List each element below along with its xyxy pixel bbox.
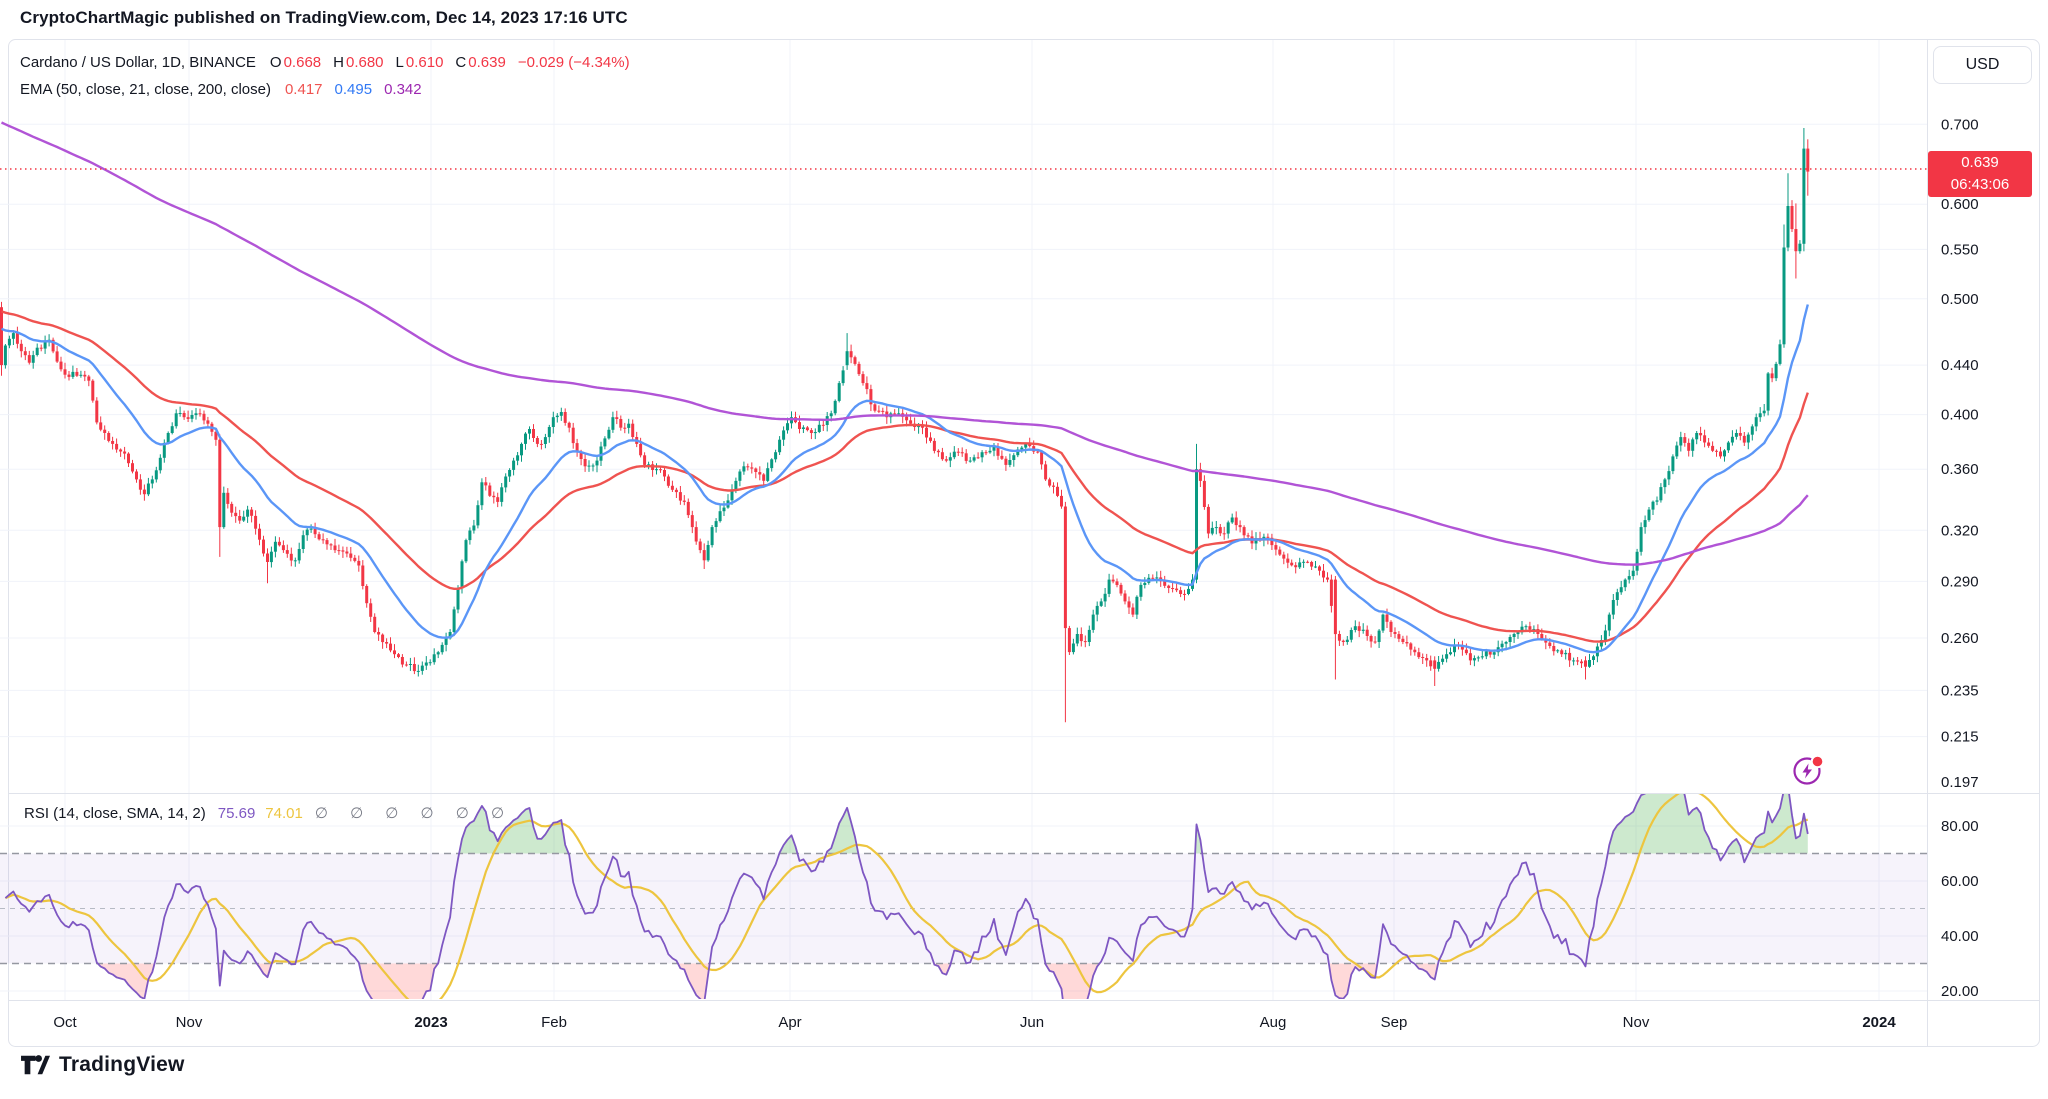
- last-price-badge[interactable]: 0.639 06:43:06: [1928, 151, 2032, 197]
- svg-text:0.400: 0.400: [1941, 407, 1979, 424]
- svg-text:20.00: 20.00: [1941, 983, 1979, 1000]
- legend-part: 0.680: [345, 54, 384, 71]
- legend-part: 0.495: [334, 81, 373, 98]
- svg-text:0.235: 0.235: [1941, 682, 1979, 699]
- tradingview-logo-icon: [21, 1055, 50, 1075]
- legend-part: 0.610: [405, 54, 444, 71]
- svg-text:0.320: 0.320: [1941, 522, 1979, 539]
- svg-text:0.500: 0.500: [1941, 291, 1979, 308]
- rsi-legend-title: RSI (14, close, SMA, 14, 2): [24, 804, 206, 822]
- currency-usd-button[interactable]: USD: [1933, 46, 2032, 84]
- footer[interactable]: TradingView: [20, 1053, 185, 1077]
- legend-part: −0.029 (−4.34%): [517, 54, 630, 71]
- rsi-value: 75.69: [217, 804, 256, 822]
- rsi-null-values: ∅ ∅ ∅ ∅ ∅ ∅: [314, 805, 514, 822]
- svg-text:0.440: 0.440: [1941, 357, 1979, 374]
- legend-part: 0.668: [283, 54, 322, 71]
- ema-legend-row: EMA (50, close, 21, close, 200, close) 0.…: [20, 81, 422, 98]
- svg-text:40.00: 40.00: [1941, 928, 1979, 945]
- svg-text:Apr: Apr: [778, 1014, 801, 1031]
- legend-part: L: [395, 54, 404, 71]
- footer-brand: TradingView: [59, 1053, 185, 1076]
- svg-text:Oct: Oct: [53, 1014, 77, 1031]
- svg-text:0.550: 0.550: [1941, 241, 1979, 258]
- svg-text:Sep: Sep: [1381, 1014, 1408, 1031]
- rsi-sma-value: 74.01: [265, 804, 303, 822]
- svg-text:Nov: Nov: [1623, 1014, 1650, 1031]
- legend-part: 0.417: [284, 81, 323, 98]
- legend-part: H: [333, 54, 344, 71]
- svg-text:0.360: 0.360: [1941, 461, 1979, 478]
- notification-dot: [1810, 754, 1825, 769]
- legend-part: O: [269, 54, 282, 71]
- svg-text:2023: 2023: [414, 1014, 447, 1031]
- attribution-header: CryptoChartMagic published on TradingVie…: [20, 8, 628, 27]
- svg-text:Aug: Aug: [1260, 1014, 1287, 1031]
- svg-text:0.215: 0.215: [1941, 729, 1979, 746]
- svg-text:Nov: Nov: [176, 1014, 203, 1031]
- svg-text:0.260: 0.260: [1941, 630, 1979, 647]
- symbol-legend-row: Cardano / US Dollar, 1D, BINANCE O 0.668 H 0…: [20, 54, 630, 71]
- lightning-bolt-icon: [1802, 763, 1812, 779]
- candles-layer: [0, 121, 1810, 723]
- legend-part: Cardano / US Dollar, 1D, BINANCE: [20, 54, 256, 71]
- legend-part: C: [455, 54, 467, 71]
- rsi-pane-layer: [0, 794, 1927, 999]
- legend-part: 0.639: [468, 54, 506, 71]
- svg-text:0.700: 0.700: [1941, 116, 1979, 133]
- legend-part: EMA (50, close, 21, close, 200, close): [20, 81, 271, 98]
- svg-text:0.600: 0.600: [1941, 196, 1979, 213]
- svg-text:Feb: Feb: [541, 1014, 567, 1031]
- legend-part: 0.342: [384, 81, 422, 98]
- flash-boost-icon[interactable]: [1789, 752, 1826, 789]
- svg-text:2024: 2024: [1862, 1014, 1896, 1031]
- bar-countdown: 06:43:06: [1950, 176, 2010, 193]
- rsi-legend-row: RSI (14, close, SMA, 14, 2) 75.69 74.01 …: [24, 804, 514, 823]
- svg-text:0.290: 0.290: [1941, 573, 1979, 590]
- svg-text:60.00: 60.00: [1941, 873, 1979, 890]
- last-price-value: 0.639: [1961, 154, 1999, 171]
- svg-text:Jun: Jun: [1020, 1014, 1044, 1031]
- svg-text:0.197: 0.197: [1941, 774, 1979, 791]
- svg-text:80.00: 80.00: [1941, 818, 1979, 835]
